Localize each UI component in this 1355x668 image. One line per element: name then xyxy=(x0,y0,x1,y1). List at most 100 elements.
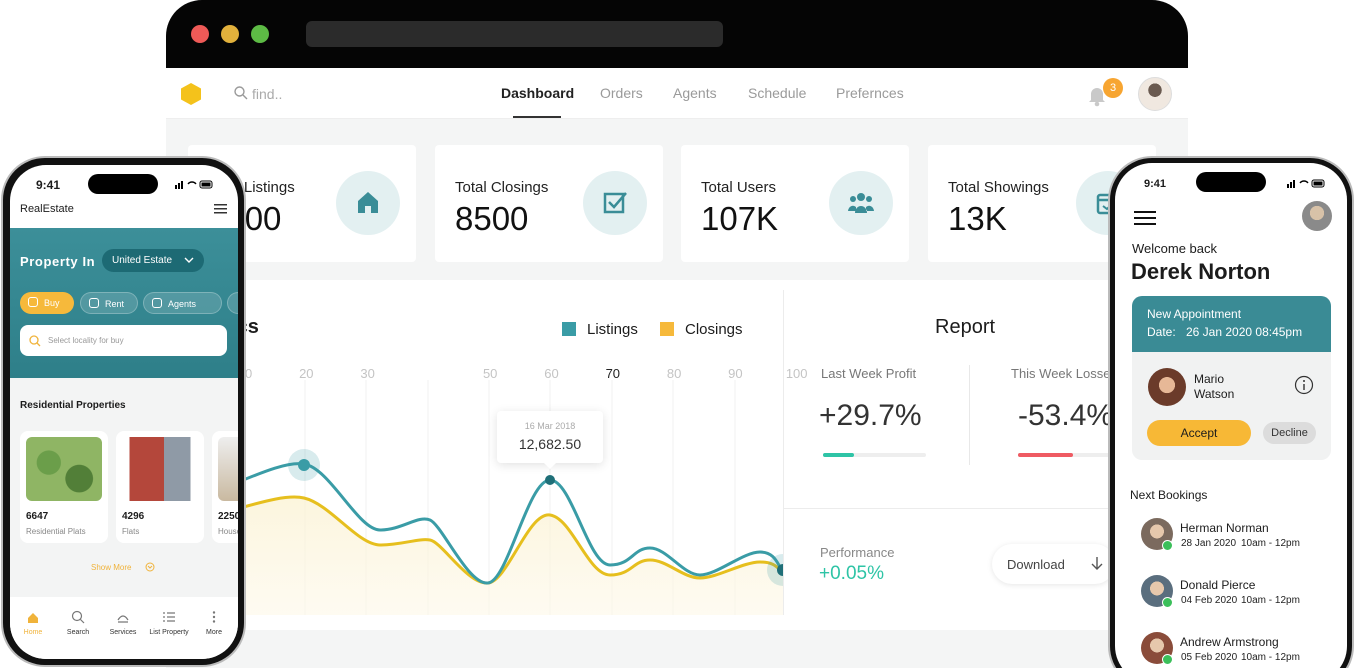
nav-item[interactable]: Schedule xyxy=(748,85,807,101)
nav-icon[interactable] xyxy=(116,610,130,624)
closings-line xyxy=(188,495,783,585)
search-input[interactable]: find.. xyxy=(252,86,283,102)
icon xyxy=(848,193,874,213)
property-image xyxy=(26,437,102,501)
location-select[interactable]: United Estate xyxy=(102,249,204,272)
tooltip: 16 Mar 2018 12,682.50 xyxy=(497,411,603,463)
report-separator xyxy=(784,508,1156,509)
property-card[interactable]: 6647 Residential Plats xyxy=(20,431,108,543)
locality-search[interactable]: Select locality for buy xyxy=(20,325,227,356)
property-card[interactable]: 2250 Houses xyxy=(212,431,238,543)
logo xyxy=(181,83,201,105)
info-icon[interactable] xyxy=(1294,375,1314,395)
tab-icon xyxy=(152,298,162,308)
tab-label: Buy xyxy=(44,298,60,308)
bell-icon[interactable] xyxy=(1087,85,1107,107)
minimize-dot[interactable] xyxy=(221,25,239,43)
icon xyxy=(163,612,175,622)
nav-label[interactable]: More xyxy=(206,629,222,636)
decline-button[interactable]: Decline xyxy=(1263,422,1316,444)
loss-bar-fill xyxy=(1018,453,1073,457)
address-bar[interactable] xyxy=(306,21,723,47)
x-label: 50 xyxy=(482,366,498,381)
status-icons xyxy=(175,180,213,189)
stat-card: Total Users 107K xyxy=(681,145,909,262)
nav-label[interactable]: Search xyxy=(66,629,90,636)
tab-icon xyxy=(89,298,99,308)
area-fill xyxy=(188,497,783,615)
person-name: Mario Watson xyxy=(1194,372,1235,401)
legend-label: Listings xyxy=(587,321,638,338)
appointment-date: 26 Jan 2020 08:45pm xyxy=(1186,325,1303,339)
stat-icon xyxy=(829,171,893,235)
search-placeholder: Select locality for buy xyxy=(48,336,124,345)
property-card[interactable]: 4296 Flats xyxy=(116,431,204,543)
icon xyxy=(212,611,216,623)
point[interactable] xyxy=(545,475,555,485)
nav-icon[interactable] xyxy=(71,610,85,624)
close-dot[interactable] xyxy=(191,25,209,43)
tab-label: Rent xyxy=(105,299,125,309)
property-label: Flats xyxy=(122,527,140,536)
accept-button[interactable]: Accept xyxy=(1147,420,1251,446)
nav-item[interactable]: Prefernces xyxy=(836,85,904,101)
booking-date: 05 Feb 2020 xyxy=(1181,652,1238,663)
booking-name[interactable]: Herman Norman xyxy=(1180,521,1269,535)
nav-label[interactable]: List Property xyxy=(149,629,189,636)
nav-item[interactable]: Dashboard xyxy=(501,85,575,101)
maximize-dot[interactable] xyxy=(251,25,269,43)
appointment-card: New Appointment Date: 26 Jan 2020 08:45p… xyxy=(1132,296,1331,460)
tab[interactable]: Rent xyxy=(80,292,138,314)
profit-bar-fill xyxy=(823,453,854,457)
download-button[interactable]: Download xyxy=(992,544,1115,584)
x-label: 100 xyxy=(785,366,808,381)
point[interactable] xyxy=(298,459,310,471)
menu-icon[interactable] xyxy=(1134,211,1156,225)
search-icon xyxy=(29,335,41,347)
x-label: 60 xyxy=(544,366,559,381)
loss-bar xyxy=(1018,453,1121,457)
tab[interactable]: Buy xyxy=(20,292,74,314)
tab[interactable]: Agents xyxy=(143,292,222,314)
section-title: Residential Properties xyxy=(20,400,126,411)
status-time: 9:41 xyxy=(1144,178,1167,190)
user-avatar[interactable] xyxy=(1302,201,1332,231)
nav-label[interactable]: Home xyxy=(23,629,43,636)
listings-line xyxy=(188,462,783,585)
booking-name[interactable]: Andrew Armstrong xyxy=(1180,635,1279,649)
nav-item[interactable]: Agents xyxy=(673,85,717,101)
nav-label[interactable]: Services xyxy=(109,629,137,636)
booking-date: 04 Feb 2020 xyxy=(1181,595,1238,606)
nav-icon[interactable] xyxy=(26,610,40,624)
online-dot xyxy=(1162,540,1173,551)
status-time: 9:41 xyxy=(36,178,61,192)
legend-label: Closings xyxy=(685,321,743,338)
download-label: Download xyxy=(1007,557,1065,572)
x-label: 90 xyxy=(728,366,743,381)
tooltip-arrow xyxy=(543,462,557,469)
search-icon xyxy=(234,86,248,100)
nav-icon[interactable] xyxy=(162,610,176,624)
report-title: Report xyxy=(935,316,996,338)
nav-item[interactable]: Orders xyxy=(600,85,643,101)
booking-time: 10am - 12pm xyxy=(1241,595,1300,606)
last-week-label: Last Week Profit xyxy=(821,366,917,381)
nav-underline xyxy=(513,116,561,118)
point-halo xyxy=(767,554,783,586)
booking-date: 28 Jan 2020 xyxy=(1181,538,1237,549)
point[interactable] xyxy=(777,564,783,576)
stat-card: Total Closings 8500 xyxy=(435,145,663,262)
welcome: Welcome back xyxy=(1132,241,1218,256)
dynamic-island xyxy=(1196,172,1266,192)
booking-name[interactable]: Donald Pierce xyxy=(1180,578,1256,592)
location: United Estate xyxy=(112,255,173,266)
user-avatar[interactable] xyxy=(1138,77,1172,111)
analytics-chart xyxy=(188,380,783,615)
show-more[interactable]: Show More xyxy=(91,563,132,572)
property-count: 2250 xyxy=(218,511,238,522)
stat-value: 107K xyxy=(701,200,779,237)
nav-icon[interactable] xyxy=(207,610,221,624)
menu-icon[interactable] xyxy=(214,204,227,214)
top-nav: find.. Dashboard Orders Agents Schedule Pref… xyxy=(166,68,1188,119)
